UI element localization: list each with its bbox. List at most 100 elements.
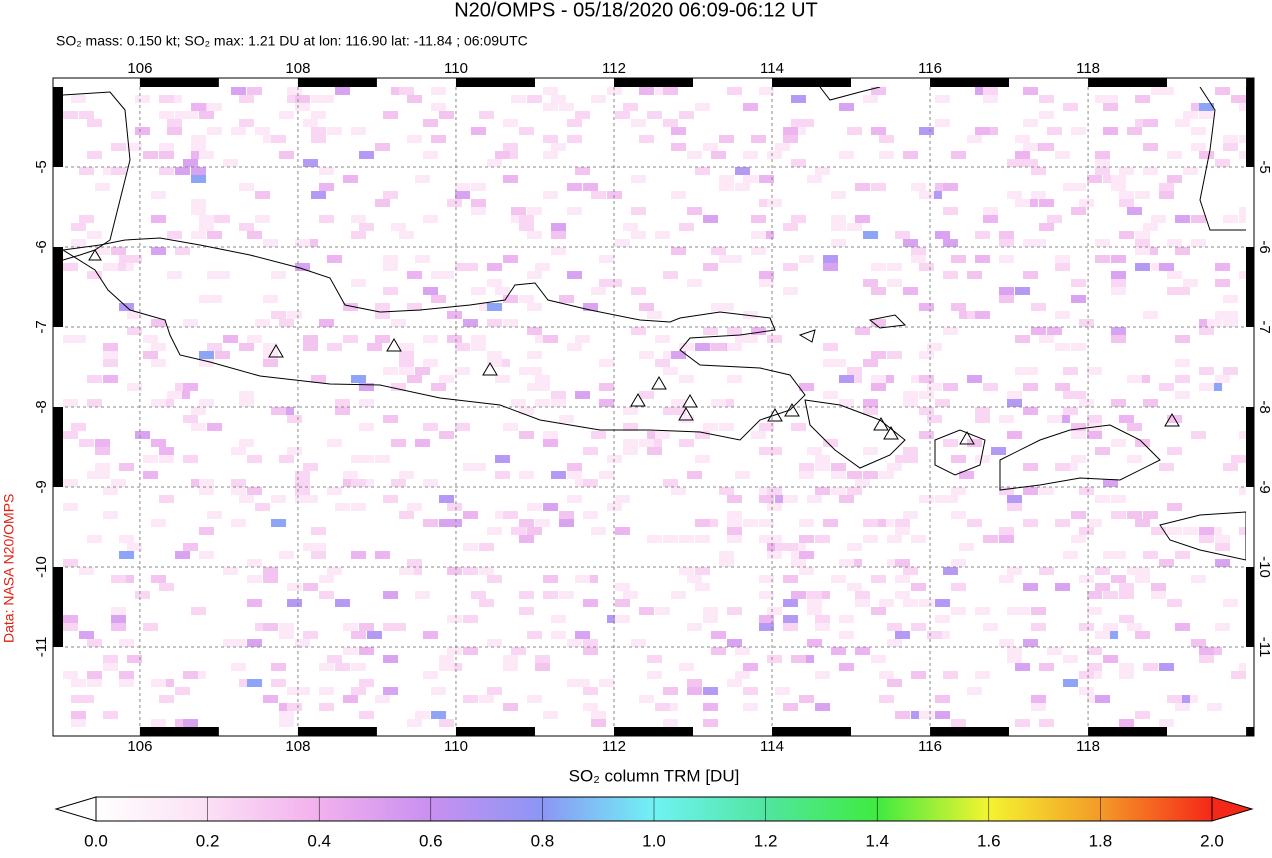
pixel: [1191, 639, 1206, 647]
pixel: [535, 519, 550, 527]
pixel: [967, 271, 982, 279]
pixel: [1119, 167, 1134, 175]
pixel: [775, 495, 790, 503]
pixel: [351, 687, 366, 695]
pixel: [559, 295, 574, 303]
pixel: [159, 495, 174, 503]
pixel: [631, 207, 646, 215]
pixel: [999, 535, 1014, 543]
x-tick-label: 106: [127, 738, 152, 755]
pixel: [479, 543, 494, 551]
pixel: [1159, 463, 1174, 471]
pixel: [599, 383, 614, 391]
pixel: [1055, 415, 1070, 423]
pixel: [151, 247, 166, 255]
pixel: [919, 495, 934, 503]
pixel: [1047, 647, 1062, 655]
pixel: [927, 631, 942, 639]
pixel: [1199, 655, 1214, 663]
pixel: [567, 495, 582, 503]
pixel: [815, 615, 830, 623]
pixel: [239, 391, 254, 399]
pixel: [1063, 679, 1078, 687]
pixel: [1135, 191, 1150, 199]
pixel: [151, 343, 166, 351]
frame-band: [455, 78, 535, 87]
pixel: [519, 407, 534, 415]
pixel: [679, 223, 694, 231]
pixel: [1239, 527, 1246, 535]
java: [63, 237, 806, 441]
pixel: [1079, 575, 1094, 583]
pixel: [167, 271, 182, 279]
pixel: [647, 671, 662, 679]
pixel: [647, 439, 662, 447]
pixel: [215, 351, 230, 359]
pixel: [1231, 95, 1246, 103]
pixel: [935, 183, 950, 191]
pixel: [919, 303, 934, 311]
pixel: [1079, 319, 1094, 327]
pixel: [143, 151, 158, 159]
pixel: [567, 639, 582, 647]
pixel: [223, 159, 238, 167]
pixel: [759, 615, 774, 623]
pixel: [967, 375, 982, 383]
pixel: [1079, 623, 1094, 631]
pixel: [191, 207, 206, 215]
pixel: [1095, 495, 1110, 503]
pixel: [607, 87, 622, 95]
pixel: [799, 567, 814, 575]
pixel: [1015, 335, 1030, 343]
pixel: [79, 215, 94, 223]
pixel: [831, 487, 846, 495]
pixel: [455, 191, 470, 199]
pixel: [527, 367, 542, 375]
pixel: [63, 431, 78, 439]
pixel: [759, 423, 774, 431]
pixel: [111, 143, 126, 151]
pixel: [495, 151, 510, 159]
pixel: [1151, 87, 1166, 95]
pixel: [975, 87, 990, 95]
pixel: [815, 703, 830, 711]
pixel: [943, 671, 958, 679]
pixel: [695, 167, 710, 175]
pixel: [87, 375, 102, 383]
pixel: [655, 431, 670, 439]
pixel: [583, 703, 598, 711]
pixel: [719, 487, 734, 495]
pixel: [663, 351, 678, 359]
pixel: [599, 679, 614, 687]
frame-band: [376, 78, 456, 87]
pixel: [1175, 623, 1190, 631]
pixel: [751, 327, 766, 335]
pixel: [655, 87, 670, 95]
pixel: [583, 599, 598, 607]
pixel: [895, 231, 910, 239]
pixel: [415, 711, 430, 719]
pixel: [127, 383, 142, 391]
pixel: [183, 671, 198, 679]
pixel: [175, 111, 190, 119]
pixel: [463, 319, 478, 327]
frame-band: [1167, 78, 1247, 87]
pixel: [567, 271, 582, 279]
pixel: [911, 671, 926, 679]
pixel: [207, 103, 222, 111]
pixel: [735, 471, 750, 479]
pixel: [1143, 167, 1158, 175]
pixel: [151, 359, 166, 367]
pixel: [1007, 495, 1022, 503]
pixel: [183, 719, 198, 727]
pixel: [1199, 535, 1214, 543]
pixel: [1087, 647, 1102, 655]
pixel: [863, 231, 878, 239]
pixel: [207, 343, 222, 351]
pixel: [743, 687, 758, 695]
pixel: [287, 311, 302, 319]
pixel: [975, 671, 990, 679]
pixel: [887, 639, 902, 647]
pixel: [1031, 303, 1046, 311]
pixel: [671, 399, 686, 407]
